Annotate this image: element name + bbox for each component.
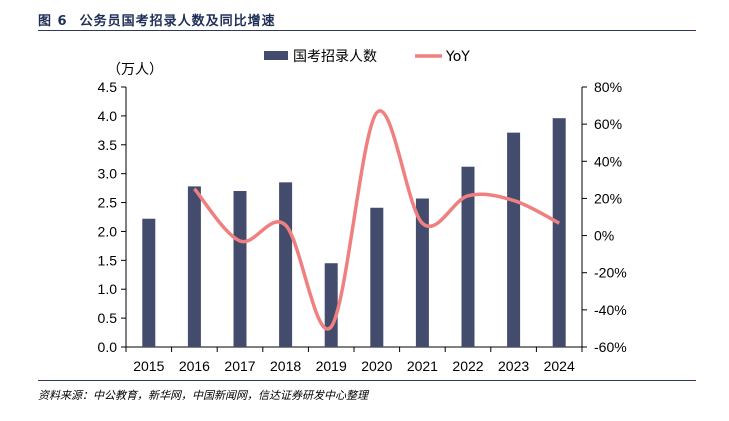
bar xyxy=(552,118,566,347)
figure-title: 图 6 公务员国考招录人数及同比增速 xyxy=(38,10,288,29)
bar xyxy=(142,218,156,347)
y-tick-label-left: 2.0 xyxy=(98,223,118,239)
x-tick-label: 2018 xyxy=(270,358,301,374)
bar xyxy=(187,186,201,347)
legend: 国考招录人数 YoY xyxy=(264,49,470,65)
x-tick-label: 2021 xyxy=(407,358,438,374)
y-tick-label-right: 80% xyxy=(594,79,622,95)
y-tick-label-right: -40% xyxy=(594,302,627,318)
y-tick-label-right: -20% xyxy=(594,265,627,281)
x-tick-label: 2015 xyxy=(133,358,164,374)
figure-title-text: 公务员国考招录人数及同比增速 xyxy=(79,14,276,29)
y-tick-label-left: 3.0 xyxy=(98,166,118,182)
source-note: 资料来源：中公教育，新华网，中国新闻网，信达证券研发中心整理 xyxy=(38,389,368,402)
y-tick-label-left: 3.5 xyxy=(98,137,118,153)
y-tick-label-left: 2.5 xyxy=(98,195,118,211)
y-axis-unit: （万人） xyxy=(107,62,163,78)
y-tick-label-left: 1.0 xyxy=(98,281,118,297)
y-tick-label-left: 1.5 xyxy=(98,252,118,268)
bar xyxy=(370,207,384,347)
x-tick-label: 2023 xyxy=(498,358,529,374)
bar xyxy=(461,166,475,347)
title-rule xyxy=(38,30,696,31)
legend-label-line: YoY xyxy=(445,49,470,65)
y-tick-label-right: -60% xyxy=(594,339,627,355)
y-tick-label-right: 0% xyxy=(594,228,614,244)
bar xyxy=(507,132,521,347)
x-tick-label: 2022 xyxy=(452,358,483,374)
y-tick-label-right: 20% xyxy=(594,190,622,206)
bar xyxy=(279,182,293,347)
figure-number: 图 6 xyxy=(38,14,68,29)
y-tick-label-right: 40% xyxy=(594,153,622,169)
footer-rule xyxy=(38,380,696,381)
yoy-line xyxy=(193,109,560,331)
plot-area: 0.0 0.5 1.0 1.5 2.0 2.5 3.0 3.5 4.0 4.5 -60% -40% -2… xyxy=(98,79,627,374)
x-tick-label: 2024 xyxy=(544,358,575,374)
y-tick-label-left: 4.5 xyxy=(98,79,118,95)
x-tick-label: 2020 xyxy=(361,358,392,374)
bar xyxy=(415,198,429,347)
x-tick-label: 2019 xyxy=(316,358,347,374)
y-tick-label-left: 0.5 xyxy=(98,310,118,326)
y-tick-label-right: 60% xyxy=(594,116,622,132)
x-tick-label: 2017 xyxy=(224,358,255,374)
bar xyxy=(324,263,338,347)
legend-swatch-bar xyxy=(264,51,288,60)
bar xyxy=(233,191,247,347)
legend-label-bar: 国考招录人数 xyxy=(293,49,377,65)
y-tick-label-left: 4.0 xyxy=(98,108,118,124)
x-tick-label: 2016 xyxy=(179,358,210,374)
y-tick-label-left: 0.0 xyxy=(98,339,118,355)
